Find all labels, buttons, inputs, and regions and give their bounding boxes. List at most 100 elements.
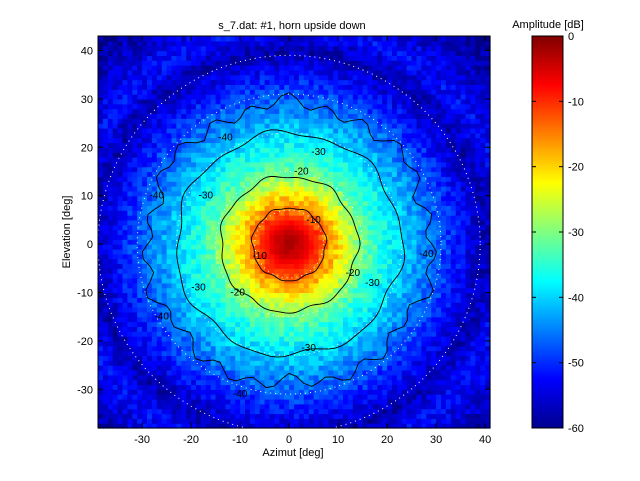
heatmap-cell (450, 297, 457, 303)
heatmap-cell (259, 248, 266, 255)
heatmap-cell (362, 210, 369, 216)
heatmap-cell (401, 181, 408, 187)
heatmap-cell (137, 379, 143, 386)
heatmap-cell (475, 224, 481, 231)
heatmap-cell (333, 316, 339, 323)
heatmap-cell (318, 350, 324, 357)
heatmap-cell (318, 239, 324, 245)
heatmap-cell (294, 137, 300, 144)
heatmap-cell (465, 132, 471, 139)
heatmap-cell (279, 166, 285, 173)
heatmap-cell (127, 219, 133, 226)
heatmap-cell (274, 297, 280, 303)
heatmap-cell (480, 389, 486, 395)
heatmap-cell (230, 253, 236, 260)
heatmap-cell (289, 297, 295, 303)
heatmap-cell (102, 248, 109, 255)
heatmap-cell (98, 311, 104, 318)
heatmap-cell (240, 302, 246, 308)
heatmap-cell (98, 360, 104, 366)
heatmap-cell (362, 234, 369, 240)
heatmap-cell (338, 219, 344, 226)
heatmap-cell (156, 239, 163, 245)
heatmap-cell (196, 408, 202, 415)
heatmap-cell (176, 394, 182, 400)
heatmap-cell (411, 355, 418, 361)
heatmap-cell (112, 331, 119, 337)
heatmap-cell (215, 171, 222, 177)
heatmap-cell (357, 403, 364, 410)
heatmap-cell (107, 302, 114, 308)
heatmap-cell (166, 340, 173, 347)
heatmap-cell (245, 273, 251, 279)
heatmap-cell (107, 248, 114, 255)
heatmap-cell (240, 156, 246, 163)
heatmap-cell (347, 403, 354, 410)
heatmap-cell (132, 132, 138, 139)
heatmap-cell (117, 239, 124, 245)
heatmap-cell (186, 403, 192, 410)
heatmap-cell (230, 171, 236, 177)
heatmap-cell (470, 340, 476, 347)
heatmap-cell (181, 423, 187, 429)
heatmap-cell (465, 350, 471, 357)
heatmap-cell (343, 408, 349, 415)
heatmap-cell (196, 166, 202, 173)
heatmap-cell (289, 268, 295, 274)
heatmap-cell (357, 171, 364, 177)
heatmap-cell (480, 384, 486, 390)
heatmap-cell (475, 166, 481, 173)
heatmap-cell (200, 331, 207, 337)
heatmap-cell (151, 360, 158, 366)
heatmap-cell (98, 186, 104, 192)
heatmap-cell (289, 127, 295, 134)
heatmap-cell (362, 229, 369, 236)
heatmap-cell (338, 345, 344, 352)
heatmap-cell (352, 360, 359, 366)
heatmap-cell (254, 326, 261, 332)
heatmap-cell (186, 224, 192, 231)
heatmap-cell (303, 287, 310, 294)
heatmap-cell (416, 403, 422, 410)
heatmap-cell (245, 389, 251, 395)
heatmap-cell (333, 200, 339, 206)
heatmap-cell (107, 379, 114, 386)
heatmap-cell (421, 384, 427, 390)
heatmap-cell (107, 365, 114, 371)
heatmap-cell (313, 277, 320, 284)
heatmap-cell (240, 389, 246, 395)
heatmap-cell (264, 224, 271, 231)
heatmap-cell (318, 253, 324, 260)
heatmap-cell (298, 345, 305, 352)
heatmap-cell (151, 200, 158, 206)
heatmap-cell (156, 234, 163, 240)
heatmap-cell (210, 176, 217, 182)
heatmap-cell (313, 374, 320, 381)
heatmap-cell (245, 302, 251, 308)
heatmap-cell (396, 171, 403, 177)
heatmap-cell (392, 171, 398, 177)
heatmap-cell (225, 244, 231, 250)
heatmap-cell (98, 234, 104, 240)
heatmap-cell (416, 132, 422, 139)
heatmap-cell (485, 389, 491, 395)
heatmap-cell (210, 166, 217, 173)
heatmap-cell (181, 374, 187, 381)
heatmap-cell (274, 147, 280, 153)
heatmap-cell (294, 321, 300, 327)
heatmap-cell (166, 345, 173, 352)
heatmap-cell (298, 219, 305, 226)
heatmap-cell (235, 355, 241, 361)
heatmap-cell (313, 205, 320, 211)
heatmap-cell (406, 374, 413, 381)
heatmap-cell (147, 161, 153, 168)
heatmap-cell (245, 248, 251, 255)
heatmap-cell (323, 263, 329, 269)
heatmap-cell (269, 340, 275, 347)
heatmap-cell (161, 311, 168, 318)
heatmap-cell (318, 345, 324, 352)
heatmap-cell (181, 384, 187, 390)
heatmap-cell (176, 408, 182, 415)
heatmap-cell (392, 229, 398, 236)
heatmap-cell (470, 181, 476, 187)
